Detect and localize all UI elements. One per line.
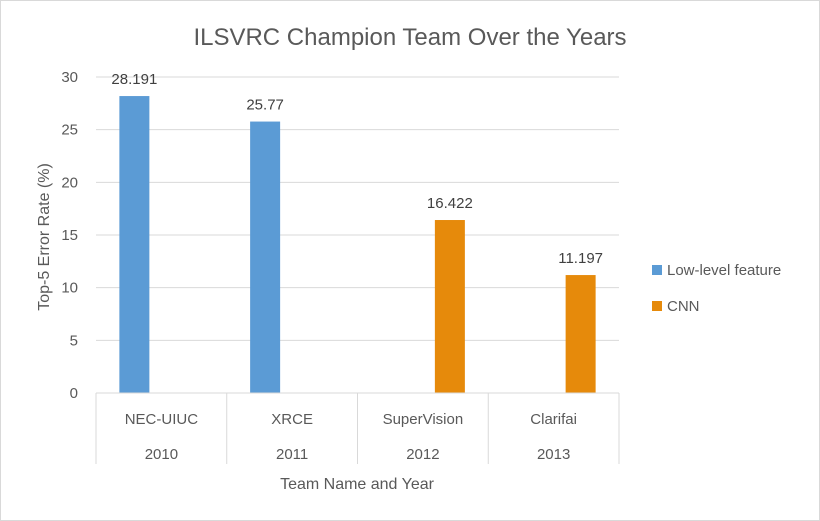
y-tick-label: 15	[61, 227, 78, 244]
data-labels: 28.191 25.77 16.422 11.197	[111, 71, 603, 267]
category-team-label: Clarifai	[530, 411, 577, 428]
legend-swatch	[652, 301, 662, 311]
y-axis-ticks: 0 5 10 15 20 25 30	[61, 69, 78, 402]
chart-title: ILSVRC Champion Team Over the Years	[193, 24, 626, 51]
category-year-label: 2012	[406, 446, 439, 463]
y-axis-label: Top-5 Error Rate (%)	[36, 163, 53, 311]
data-label: 25.77	[246, 97, 284, 114]
data-label: 11.197	[558, 250, 603, 267]
category-axis: NEC-UIUC 2010 XRCE 2011 SuperVision 2012 Clari…	[95, 392, 620, 464]
y-tick-label: 30	[61, 69, 78, 86]
legend: Low-level feature CNN	[652, 262, 781, 315]
x-axis-label: Team Name and Year	[280, 476, 435, 493]
y-tick-label: 25	[61, 122, 78, 139]
category-year-label: 2013	[537, 446, 570, 463]
legend-label: Low-level feature	[667, 262, 781, 279]
category-team-label: SuperVision	[383, 411, 464, 428]
data-label: 28.191	[111, 71, 157, 88]
bar	[119, 96, 150, 393]
data-label: 16.422	[427, 195, 473, 212]
bar	[250, 121, 281, 393]
bar	[565, 275, 596, 393]
y-tick-label: 0	[70, 385, 78, 402]
legend-swatch	[652, 265, 662, 275]
bars	[119, 96, 596, 393]
category-team-label: XRCE	[271, 411, 313, 428]
category-year-label: 2010	[145, 446, 178, 463]
legend-label: CNN	[667, 298, 700, 315]
y-tick-label: 20	[61, 174, 78, 191]
gridlines	[96, 76, 619, 341]
y-tick-label: 10	[61, 280, 78, 297]
bar	[434, 220, 465, 393]
y-tick-label: 5	[70, 332, 78, 349]
category-year-label: 2011	[276, 446, 308, 463]
category-team-label: NEC-UIUC	[125, 411, 198, 428]
